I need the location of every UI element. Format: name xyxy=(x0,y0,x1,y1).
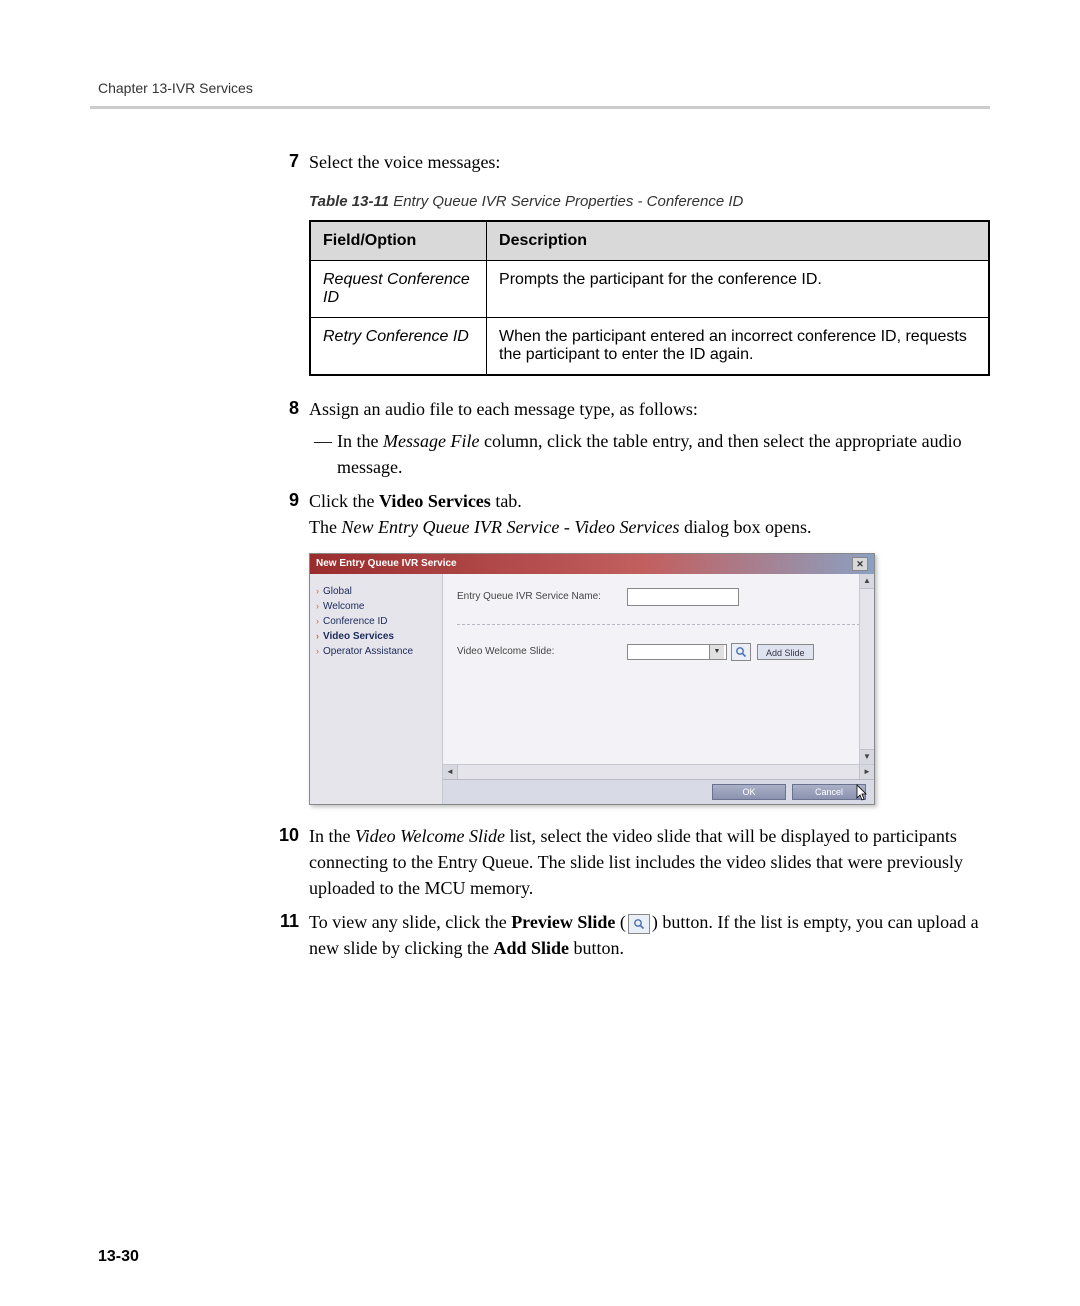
chapter-header: Chapter 13-IVR Services xyxy=(98,80,990,96)
form-row-slide: Video Welcome Slide: ▼ xyxy=(457,643,860,661)
preview-icon xyxy=(735,646,747,658)
t: Click the xyxy=(309,491,379,511)
table-caption: Table 13-11 Entry Queue IVR Service Prop… xyxy=(309,193,990,210)
step-9: 9 Click the Video Services tab. The New … xyxy=(265,488,990,540)
t-em: New Entry Queue IVR Service - Video Serv… xyxy=(341,517,679,537)
cell-field: Request Conference ID xyxy=(310,261,487,318)
form-row-name: Entry Queue IVR Service Name: xyxy=(457,588,860,625)
ok-button[interactable]: OK xyxy=(712,784,786,800)
preview-icon xyxy=(633,918,645,930)
page: Chapter 13-IVR Services 7 Select the voi… xyxy=(0,0,1080,1306)
service-name-input[interactable] xyxy=(627,588,739,606)
nav-global[interactable]: › Global xyxy=(316,584,436,599)
add-slide-button[interactable]: Add Slide xyxy=(757,644,814,660)
t: To view any slide, click the xyxy=(309,912,511,932)
name-label: Entry Queue IVR Service Name: xyxy=(457,591,627,602)
step-number: 11 xyxy=(265,909,299,934)
t: button. xyxy=(569,938,624,958)
t: tab. xyxy=(491,491,522,511)
nav-label: Conference ID xyxy=(323,616,387,627)
dialog-main: Entry Queue IVR Service Name: Video Welc… xyxy=(442,574,874,804)
chevron-icon: › xyxy=(316,586,319,596)
cancel-button[interactable]: Cancel xyxy=(792,784,866,800)
text: Assign an audio file to each message typ… xyxy=(309,399,698,419)
step-7: 7 Select the voice messages: xyxy=(265,149,990,175)
step-text: In the Video Welcome Slide list, select … xyxy=(309,823,990,901)
scroll-right-icon[interactable]: ► xyxy=(859,765,874,779)
step-number: 8 xyxy=(265,396,299,421)
preview-slide-button[interactable] xyxy=(731,643,751,661)
table-caption-text: Entry Queue IVR Service Properties - Con… xyxy=(389,193,743,210)
header-rule xyxy=(90,106,990,109)
sub-text: In the Message File column, click the ta… xyxy=(337,428,990,480)
cell-field: Retry Conference ID xyxy=(310,318,487,376)
dialog-titlebar[interactable]: New Entry Queue IVR Service ✕ xyxy=(310,554,874,574)
step-8: 8 Assign an audio file to each message t… xyxy=(265,396,990,480)
table-row: Request Conference ID Prompts the partic… xyxy=(310,261,989,318)
step-10: 10 In the Video Welcome Slide list, sele… xyxy=(265,823,990,901)
content: 7 Select the voice messages: Table 13-11… xyxy=(265,149,990,961)
page-number: 13-30 xyxy=(98,1248,139,1266)
th-desc: Description xyxy=(487,221,989,261)
slide-label: Video Welcome Slide: xyxy=(457,646,627,657)
step-number: 7 xyxy=(265,149,299,174)
dialog-buttons: OK Cancel xyxy=(443,779,874,804)
t-b: Add Slide xyxy=(493,938,569,958)
scroll-up-icon[interactable]: ▲ xyxy=(860,574,874,589)
cell-desc: When the participant entered an incorrec… xyxy=(487,318,989,376)
nav-label: Welcome xyxy=(323,601,365,612)
step-text: To view any slide, click the Preview Sli… xyxy=(309,909,990,961)
close-icon[interactable]: ✕ xyxy=(852,557,868,571)
chevron-down-icon[interactable]: ▼ xyxy=(709,645,724,659)
chevron-icon: › xyxy=(316,646,319,656)
dialog-form: Entry Queue IVR Service Name: Video Welc… xyxy=(443,574,874,764)
t-em: Video Welcome Slide xyxy=(355,826,505,846)
th-field: Field/Option xyxy=(310,221,487,261)
preview-slide-icon xyxy=(628,914,650,934)
cell-desc: Prompts the participant for the conferen… xyxy=(487,261,989,318)
t: ( xyxy=(615,912,626,932)
sub-bullet: — In the Message File column, click the … xyxy=(309,428,990,480)
properties-table: Field/Option Description Request Confere… xyxy=(309,220,990,376)
chevron-icon: › xyxy=(316,616,319,626)
nav-conference-id[interactable]: › Conference ID xyxy=(316,614,436,629)
dialog-body: › Global › Welcome › Conference ID › Video S… xyxy=(310,574,874,804)
step-text: Select the voice messages: xyxy=(309,149,990,175)
nav-operator-assistance[interactable]: › Operator Assistance xyxy=(316,644,436,659)
table-row: Retry Conference ID When the participant… xyxy=(310,318,989,376)
vertical-scrollbar[interactable]: ▲ ▼ xyxy=(859,574,874,764)
dialog-nav: › Global › Welcome › Conference ID › Video S… xyxy=(310,574,442,804)
step-11: 11 To view any slide, click the Preview … xyxy=(265,909,990,961)
t-em: Message File xyxy=(383,431,479,451)
t: dialog box opens. xyxy=(680,517,812,537)
t: In the xyxy=(309,826,355,846)
t-b: Preview Slide xyxy=(511,912,615,932)
dialog: New Entry Queue IVR Service ✕ › Global › W… xyxy=(309,553,875,805)
table-caption-label: Table 13-11 xyxy=(309,193,389,210)
step-text: Assign an audio file to each message typ… xyxy=(309,396,990,480)
chevron-icon: › xyxy=(316,631,319,641)
video-slide-select[interactable]: ▼ xyxy=(627,644,727,660)
scroll-down-icon[interactable]: ▼ xyxy=(860,749,874,764)
nav-label: Global xyxy=(323,586,352,597)
step-text: Click the Video Services tab. The New En… xyxy=(309,488,990,540)
dialog-screenshot: New Entry Queue IVR Service ✕ › Global › W… xyxy=(309,553,990,805)
dash-icon: — xyxy=(309,428,337,454)
step-number: 9 xyxy=(265,488,299,513)
nav-label: Video Services xyxy=(323,631,394,642)
dialog-title: New Entry Queue IVR Service xyxy=(316,558,457,569)
horizontal-scrollbar[interactable]: ◄ ► xyxy=(443,764,874,779)
t-b: Video Services xyxy=(379,491,491,511)
nav-welcome[interactable]: › Welcome xyxy=(316,599,436,614)
chevron-icon: › xyxy=(316,601,319,611)
scroll-left-icon[interactable]: ◄ xyxy=(443,765,458,779)
step-number: 10 xyxy=(265,823,299,848)
nav-label: Operator Assistance xyxy=(323,646,413,657)
nav-video-services[interactable]: › Video Services xyxy=(316,629,436,644)
t: In the xyxy=(337,431,383,451)
cursor-icon xyxy=(856,784,870,802)
t: The xyxy=(309,517,341,537)
